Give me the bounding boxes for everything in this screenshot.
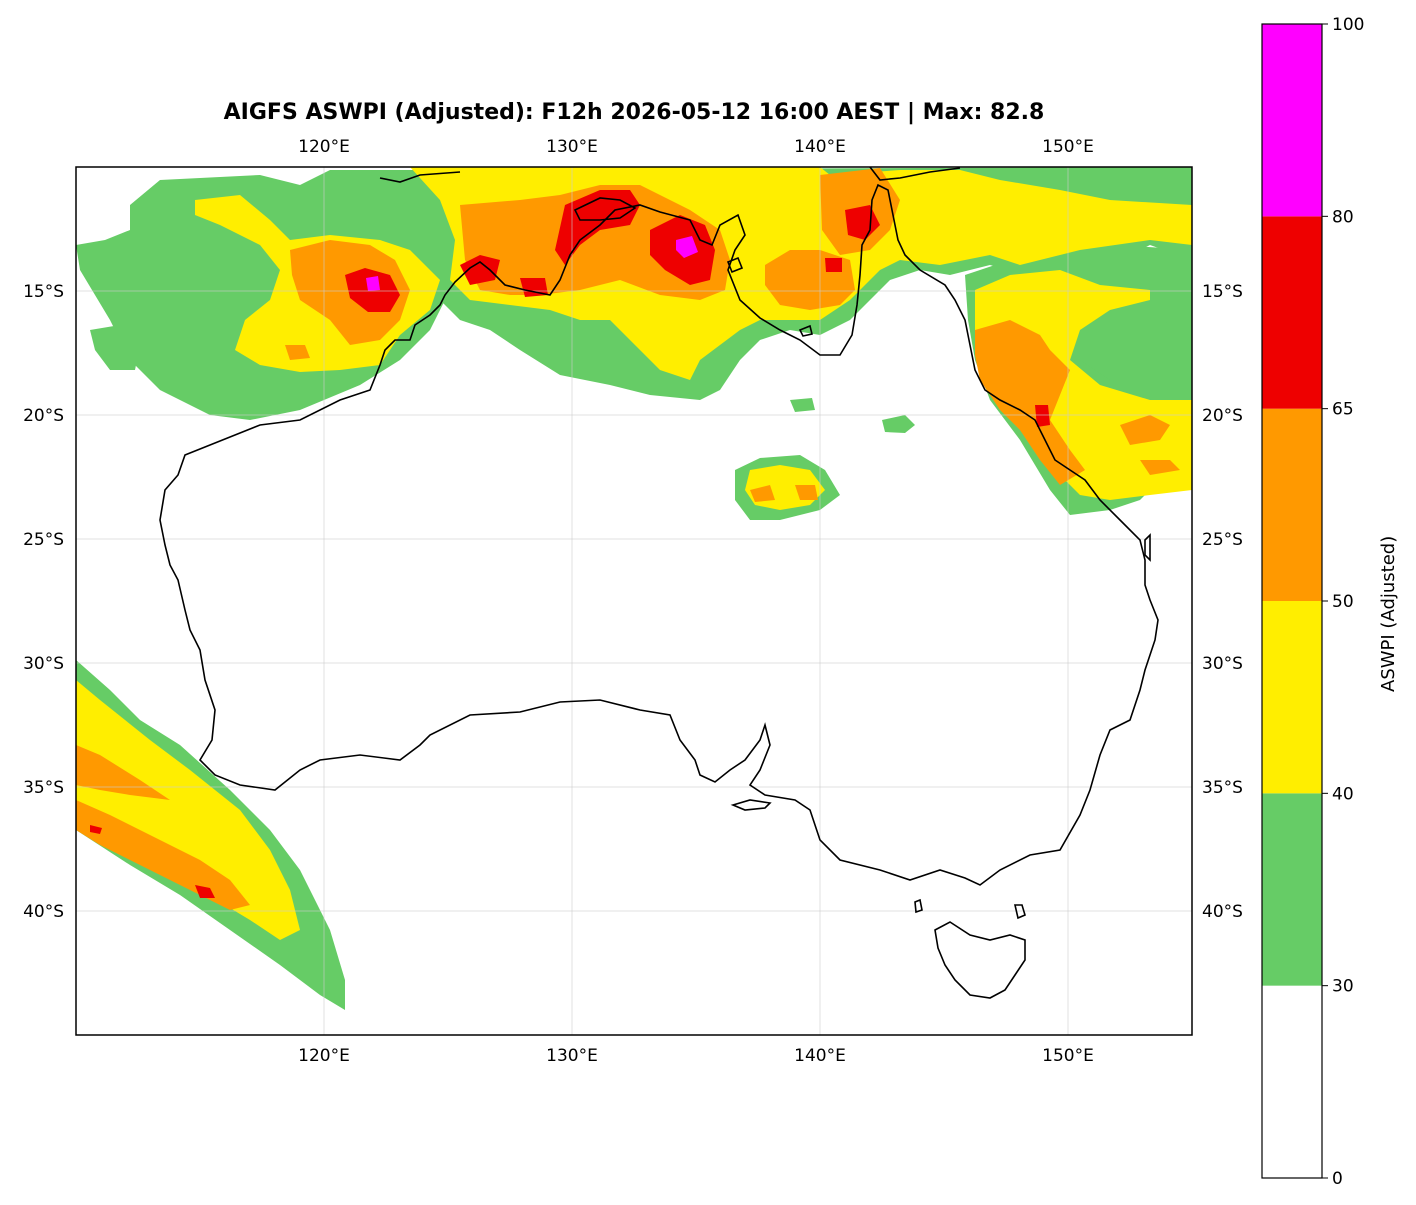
lon-tick-bottom-label: 130°E	[546, 1046, 598, 1066]
colorbar-tick-label: 30	[1332, 977, 1354, 997]
colorbar-bin-65-80	[1262, 216, 1322, 409]
lon-tick-top-label: 150°E	[1042, 137, 1094, 157]
lon-tick-top-label: 130°E	[546, 137, 598, 157]
lat-ticks-left: 15°S 20°S 25°S 30°S 35°S 40°S	[23, 282, 64, 922]
colorbar-bin-50-65	[1262, 408, 1322, 601]
colorbar-tick-label: 50	[1332, 592, 1354, 612]
groote-eylandt	[726, 256, 744, 274]
lon-tick-bottom-label: 150°E	[1042, 1046, 1094, 1066]
king-island	[914, 898, 923, 914]
flinders-island	[1013, 904, 1026, 920]
lat-tick-left-label: 40°S	[23, 902, 64, 922]
lon-ticks-bottom: 120°E 130°E 140°E 150°E	[298, 1046, 1094, 1066]
lat-tick-right-label: 40°S	[1202, 902, 1243, 922]
fraser-island	[1144, 533, 1151, 562]
lon-tick-bottom-label: 140°E	[794, 1046, 846, 1066]
map-title: AIGFS ASWPI (Adjusted): F12h 2026-05-12 …	[223, 100, 1045, 125]
colorbar: 0 30 40 50 65 80 100	[1261, 15, 1364, 1189]
lat-tick-right-label: 35°S	[1202, 778, 1243, 798]
australia-coastline	[159, 183, 1159, 886]
aswpi-band-50-65	[76, 168, 1180, 910]
lon-tick-bottom-label: 120°E	[298, 1046, 350, 1066]
lon-tick-top-label: 140°E	[794, 137, 846, 157]
lat-tick-left-label: 15°S	[23, 282, 64, 302]
map-frame	[75, 166, 1193, 1036]
lat-ticks-right: 15°S 20°S 25°S 30°S 35°S 40°S	[1202, 282, 1243, 922]
map-plot-area	[76, 167, 1192, 1035]
lat-tick-left-label: 20°S	[23, 406, 64, 426]
colorbar-tick-label: 80	[1332, 207, 1354, 227]
lon-tick-top-label: 120°E	[298, 137, 350, 157]
colorbar-bin-40-50	[1262, 601, 1322, 794]
tasmania-coastline	[934, 921, 1026, 999]
colorbar-tick-label: 0	[1332, 1169, 1343, 1189]
aswpi-band-80-100	[366, 236, 698, 291]
lat-tick-left-label: 30°S	[23, 654, 64, 674]
lat-tick-right-label: 15°S	[1202, 282, 1243, 302]
timor-coast	[379, 171, 461, 183]
lat-tick-right-label: 30°S	[1202, 654, 1243, 674]
lat-tick-right-label: 25°S	[1202, 530, 1243, 550]
melville-island	[573, 197, 637, 221]
colorbar-bin-0-30	[1262, 985, 1322, 1178]
colorbar-label: ASWPI (Adjusted)	[1378, 535, 1399, 692]
colorbar-bin-30-40	[1262, 793, 1322, 986]
pnG-coast	[869, 167, 961, 181]
kangaroo-island	[730, 799, 772, 811]
colorbar-tick-label: 100	[1332, 15, 1364, 35]
colorbar-bin-80-100	[1262, 24, 1322, 217]
map-gridlines	[76, 167, 1192, 1035]
coastline	[159, 167, 1159, 999]
lon-ticks-top: 120°E 130°E 140°E 150°E	[298, 137, 1094, 157]
lat-tick-left-label: 25°S	[23, 530, 64, 550]
lat-tick-left-label: 35°S	[23, 778, 64, 798]
colorbar-tick-label: 40	[1332, 784, 1354, 804]
lat-tick-right-label: 20°S	[1202, 406, 1243, 426]
mornington-island	[798, 324, 813, 337]
colorbar-tick-label: 65	[1332, 400, 1354, 420]
